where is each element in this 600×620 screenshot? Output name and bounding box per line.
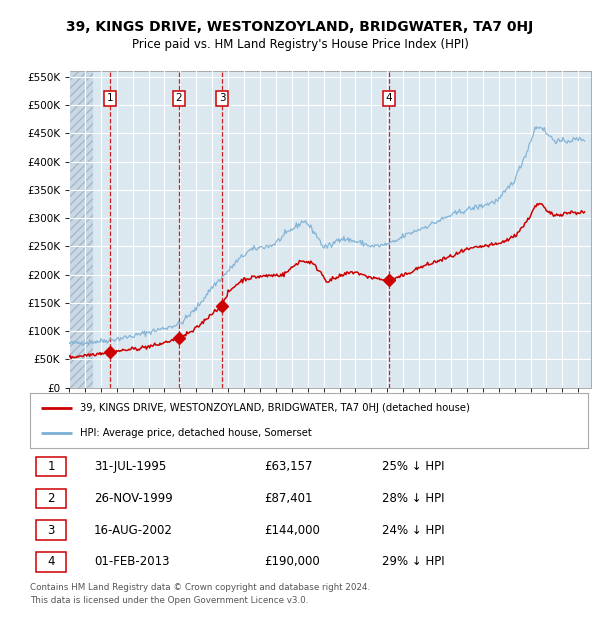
Text: 4: 4 xyxy=(385,93,392,103)
Text: 26-NOV-1999: 26-NOV-1999 xyxy=(94,492,173,505)
FancyBboxPatch shape xyxy=(35,520,66,540)
FancyBboxPatch shape xyxy=(35,457,66,477)
Text: £190,000: £190,000 xyxy=(265,556,320,569)
Text: 2: 2 xyxy=(47,492,55,505)
Bar xyxy=(69,71,93,388)
FancyBboxPatch shape xyxy=(35,489,66,508)
Text: 39, KINGS DRIVE, WESTONZOYLAND, BRIDGWATER, TA7 0HJ (detached house): 39, KINGS DRIVE, WESTONZOYLAND, BRIDGWAT… xyxy=(80,403,470,413)
Text: 3: 3 xyxy=(219,93,226,103)
Text: 16-AUG-2002: 16-AUG-2002 xyxy=(94,524,173,537)
Text: 31-JUL-1995: 31-JUL-1995 xyxy=(94,460,166,473)
Bar xyxy=(69,71,93,388)
Text: £144,000: £144,000 xyxy=(265,524,320,537)
Text: 01-FEB-2013: 01-FEB-2013 xyxy=(94,556,170,569)
Text: 1: 1 xyxy=(47,460,55,473)
Text: 3: 3 xyxy=(47,524,55,537)
Text: £87,401: £87,401 xyxy=(265,492,313,505)
Text: 28% ↓ HPI: 28% ↓ HPI xyxy=(382,492,444,505)
Text: This data is licensed under the Open Government Licence v3.0.: This data is licensed under the Open Gov… xyxy=(30,596,308,606)
Text: Price paid vs. HM Land Registry's House Price Index (HPI): Price paid vs. HM Land Registry's House … xyxy=(131,38,469,51)
Text: 1: 1 xyxy=(107,93,113,103)
Text: HPI: Average price, detached house, Somerset: HPI: Average price, detached house, Some… xyxy=(80,428,312,438)
FancyBboxPatch shape xyxy=(35,552,66,572)
Text: 25% ↓ HPI: 25% ↓ HPI xyxy=(382,460,444,473)
Text: 24% ↓ HPI: 24% ↓ HPI xyxy=(382,524,444,537)
Text: 2: 2 xyxy=(176,93,182,103)
Text: 4: 4 xyxy=(47,556,55,569)
Text: Contains HM Land Registry data © Crown copyright and database right 2024.: Contains HM Land Registry data © Crown c… xyxy=(30,583,370,592)
Text: £63,157: £63,157 xyxy=(265,460,313,473)
Text: 39, KINGS DRIVE, WESTONZOYLAND, BRIDGWATER, TA7 0HJ: 39, KINGS DRIVE, WESTONZOYLAND, BRIDGWAT… xyxy=(67,20,533,33)
Text: 29% ↓ HPI: 29% ↓ HPI xyxy=(382,556,444,569)
